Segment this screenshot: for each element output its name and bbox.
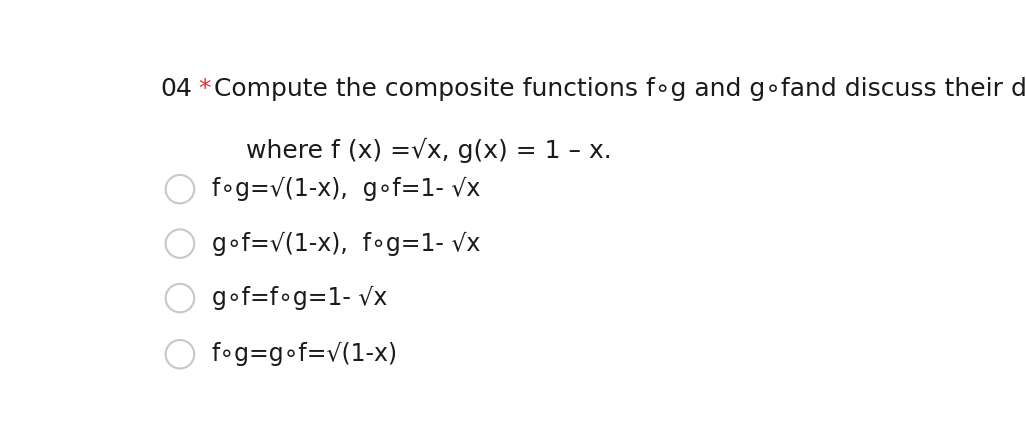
Text: g∘f=f∘g=1- √x: g∘f=f∘g=1- √x bbox=[211, 286, 387, 310]
Text: g∘f=√(1-x),  f∘g=1- √x: g∘f=√(1-x), f∘g=1- √x bbox=[211, 232, 480, 255]
Text: f∘g=√(1-x),  g∘f=1- √x: f∘g=√(1-x), g∘f=1- √x bbox=[211, 177, 480, 201]
Text: *: * bbox=[198, 77, 210, 101]
Text: Compute the composite functions f∘g and g∘fand discuss their domains,: Compute the composite functions f∘g and … bbox=[206, 77, 1026, 101]
Text: where f (x) =√x, g(x) = 1 – x.: where f (x) =√x, g(x) = 1 – x. bbox=[206, 138, 611, 163]
Text: 04: 04 bbox=[160, 77, 192, 101]
Text: f∘g=g∘f=√(1-x): f∘g=g∘f=√(1-x) bbox=[211, 342, 398, 366]
